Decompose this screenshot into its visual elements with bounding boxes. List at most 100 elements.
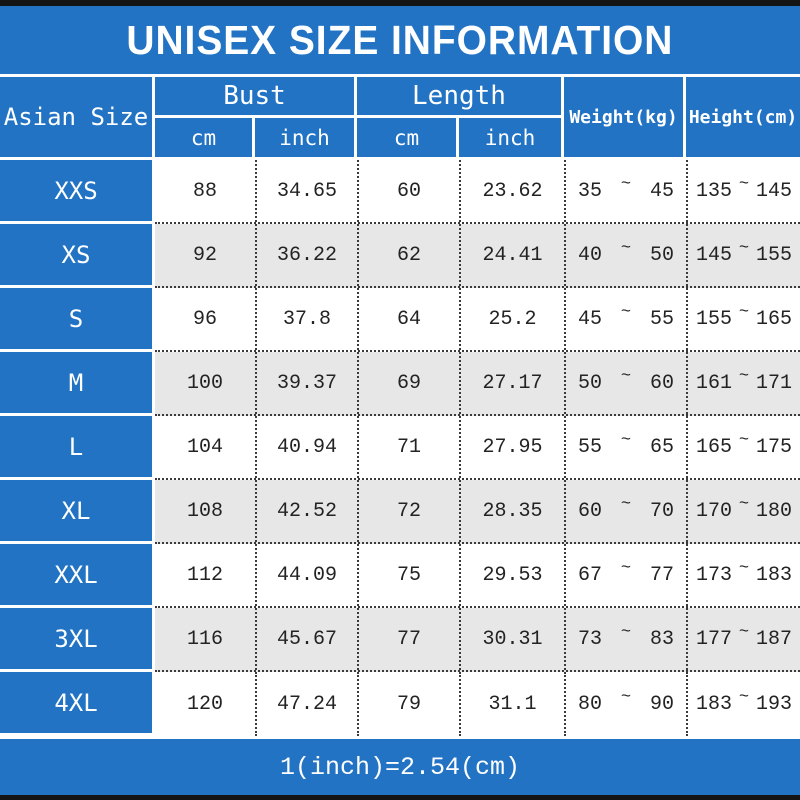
weight-max-value: 50 — [649, 243, 674, 267]
row-data: 104 40.94 71 27.95 55 ~ 65 165 ~ 175 — [155, 416, 800, 480]
bust-cm-value: 104 — [186, 435, 223, 459]
size-cell: XS — [0, 224, 155, 288]
tilde-separator: ~ — [738, 430, 750, 450]
weight-max-value: 83 — [649, 627, 674, 651]
table-row-xxs: XXS 88 34.65 60 23.62 35 ~ 45 135 ~ 145 — [0, 160, 800, 224]
height-min-value: 173 — [696, 563, 733, 587]
height-range: 165 ~ 175 — [686, 416, 800, 478]
bust-cm-value: 116 — [186, 627, 223, 651]
height-max-value: 183 — [755, 563, 792, 587]
table-row-3xl: 3XL 116 45.67 77 30.31 73 ~ 83 177 ~ 187 — [0, 608, 800, 672]
subheader-bust-cm: cm — [155, 118, 252, 157]
table-row-s: S 96 37.8 64 25.2 45 ~ 55 155 ~ 165 — [0, 288, 800, 352]
height-min-value: 165 — [696, 435, 733, 459]
height-min-value: 161 — [696, 371, 733, 395]
length-inch-value: 23.62 — [459, 160, 564, 222]
length-cm-value: 62 — [357, 224, 459, 286]
weight-range: 80 ~ 90 — [564, 672, 686, 736]
weight-min-value: 40 — [578, 243, 603, 267]
length-inch-value: 31.1 — [459, 672, 564, 736]
page-title: UNISEX SIZE INFORMATION — [126, 16, 674, 63]
column-header-weight: Weight(kg) — [564, 77, 683, 157]
length-cm-value: 72 — [357, 480, 459, 542]
length-cm-value: 69 — [357, 352, 459, 414]
tilde-separator: ~ — [738, 494, 750, 514]
height-range: 177 ~ 187 — [686, 608, 800, 670]
bust-cm-value: 120 — [186, 692, 223, 716]
subheader-length-inch: inch — [459, 118, 561, 157]
tilde-separator: ~ — [738, 366, 750, 386]
length-inch-value: 29.53 — [459, 544, 564, 606]
weight-max-value: 55 — [649, 307, 674, 331]
weight-range: 50 ~ 60 — [564, 352, 686, 414]
bust-inch-value: 45.67 — [255, 608, 357, 670]
tilde-separator: ~ — [738, 558, 750, 578]
length-cm-value: 64 — [357, 288, 459, 350]
row-data: 112 44.09 75 29.53 67 ~ 77 173 ~ 183 — [155, 544, 800, 608]
height-min-value: 183 — [696, 692, 733, 716]
weight-max-value: 45 — [649, 179, 674, 203]
size-cell: XXL — [0, 544, 155, 608]
row-data: 92 36.22 62 24.41 40 ~ 50 145 ~ 155 — [155, 224, 800, 288]
height-min-value: 145 — [696, 243, 733, 267]
bottom-border-bar — [0, 795, 800, 800]
weight-min-value: 67 — [578, 563, 603, 587]
weight-max-value: 77 — [649, 563, 674, 587]
height-min-value: 177 — [696, 627, 733, 651]
weight-min-value: 55 — [578, 435, 603, 459]
length-cm-value: 75 — [357, 544, 459, 606]
tilde-separator: ~ — [738, 174, 750, 194]
weight-min-value: 35 — [578, 179, 603, 203]
weight-range: 73 ~ 83 — [564, 608, 686, 670]
table-header: Asian Size Bust Length Weight(kg) Height… — [0, 77, 800, 160]
weight-min-value: 60 — [578, 499, 603, 523]
top-border-bar — [0, 0, 800, 6]
table-row-m: M 100 39.37 69 27.17 50 ~ 60 161 ~ 171 — [0, 352, 800, 416]
row-data: 116 45.67 77 30.31 73 ~ 83 177 ~ 187 — [155, 608, 800, 672]
bust-inch-value: 34.65 — [255, 160, 357, 222]
height-min-value: 170 — [696, 499, 733, 523]
bust-inch-value: 39.37 — [255, 352, 357, 414]
length-cm-value: 79 — [357, 672, 459, 736]
length-inch-value: 28.35 — [459, 480, 564, 542]
weight-max-value: 90 — [649, 692, 674, 716]
height-max-value: 145 — [755, 179, 792, 203]
tilde-separator: ~ — [738, 687, 750, 707]
column-header-height: Height(cm) — [686, 77, 800, 157]
length-inch-value: 27.95 — [459, 416, 564, 478]
row-data: 100 39.37 69 27.17 50 ~ 60 161 ~ 171 — [155, 352, 800, 416]
height-max-value: 193 — [755, 692, 792, 716]
bust-cm-value: 88 — [192, 179, 217, 203]
bust-inch-value: 36.22 — [255, 224, 357, 286]
length-cm-value: 71 — [357, 416, 459, 478]
height-range: 145 ~ 155 — [686, 224, 800, 286]
title-band: UNISEX SIZE INFORMATION — [0, 6, 800, 77]
subheader-bust-inch: inch — [255, 118, 354, 157]
column-header-bust: Bust — [155, 77, 354, 115]
weight-min-value: 73 — [578, 627, 603, 651]
weight-range: 55 ~ 65 — [564, 416, 686, 478]
height-min-value: 155 — [696, 307, 733, 331]
subheader-length-cm: cm — [357, 118, 456, 157]
table-row-4xl: 4XL 120 47.24 79 31.1 80 ~ 90 183 ~ 193 — [0, 672, 800, 736]
length-inch-value: 24.41 — [459, 224, 564, 286]
height-max-value: 175 — [755, 435, 792, 459]
height-max-value: 171 — [755, 371, 792, 395]
height-max-value: 165 — [755, 307, 792, 331]
table-body: XXS 88 34.65 60 23.62 35 ~ 45 135 ~ 145 … — [0, 160, 800, 736]
tilde-separator: ~ — [620, 366, 632, 386]
bust-inch-value: 42.52 — [255, 480, 357, 542]
weight-max-value: 60 — [649, 371, 674, 395]
size-cell: XXS — [0, 160, 155, 224]
height-min-value: 135 — [696, 179, 733, 203]
weight-range: 67 ~ 77 — [564, 544, 686, 606]
tilde-separator: ~ — [620, 494, 632, 514]
conversion-note: 1(inch)=2.54(cm) — [279, 752, 521, 782]
length-inch-value: 30.31 — [459, 608, 564, 670]
bust-inch-value: 44.09 — [255, 544, 357, 606]
conversion-note-band: 1(inch)=2.54(cm) — [0, 736, 800, 795]
table-row-xxl: XXL 112 44.09 75 29.53 67 ~ 77 173 ~ 183 — [0, 544, 800, 608]
tilde-separator: ~ — [620, 430, 632, 450]
row-data: 108 42.52 72 28.35 60 ~ 70 170 ~ 180 — [155, 480, 800, 544]
length-cm-value: 77 — [357, 608, 459, 670]
